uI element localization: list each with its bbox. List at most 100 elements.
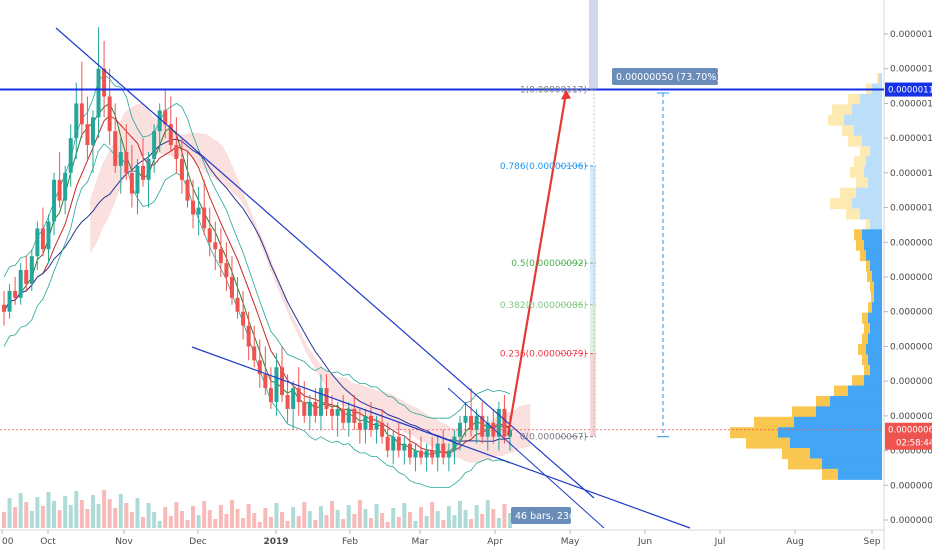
profile-sell-bar: [862, 312, 868, 324]
volume-bar: [457, 501, 462, 528]
volume-bar: [491, 509, 496, 528]
candle-body: [157, 110, 162, 132]
volume-bar: [485, 500, 490, 528]
profile-sell-bar: [858, 343, 866, 355]
profile-buy-bar: [868, 177, 882, 189]
profile-buy-bar: [822, 458, 882, 470]
candle-body: [224, 263, 229, 277]
profile-buy-bar: [864, 375, 882, 387]
profile-sell-bar: [854, 156, 866, 168]
volume-bar: [480, 514, 485, 528]
volume-bar: [241, 518, 246, 528]
time-axis-ticks: 00 Oct Nov Dec 2019 Feb Mar Apr May Jun Jul Aug Sep: [1, 530, 881, 547]
profile-buy-bar: [870, 146, 882, 158]
candle-body: [424, 450, 429, 458]
candle-body: [129, 172, 134, 194]
profile-buy-bar: [868, 312, 882, 324]
candle-body: [57, 179, 62, 201]
candle-body: [113, 131, 118, 166]
candle-body: [307, 401, 312, 416]
projection-arrow-line: [506, 92, 568, 436]
volume-bar: [35, 497, 40, 528]
profile-buy-bar: [866, 250, 882, 262]
profile-sell-bar: [754, 416, 794, 428]
volume-bar: [96, 504, 101, 528]
candle-body: [85, 124, 90, 146]
candle-body: [163, 110, 168, 125]
volume-bar: [352, 514, 357, 528]
bars-label-text: 46 bars, 23d: [515, 511, 575, 522]
candle-body: [285, 395, 290, 409]
volume-bar: [402, 503, 407, 528]
volume-bar: [307, 511, 312, 528]
volume-bar: [124, 503, 129, 528]
band-lower-line: [3, 143, 511, 489]
candle-body: [63, 172, 68, 201]
measure-label-text: 0.00000050 (73.70%) 50: [616, 72, 735, 83]
price-tick-label: 0.00000055: [890, 516, 932, 526]
volume-bar: [407, 512, 412, 528]
fib-zone-blue: [590, 165, 596, 305]
candle-body: [46, 221, 51, 250]
fib-level-label: 0.236(0.00000079): [500, 349, 587, 359]
candle-body: [402, 443, 407, 451]
profile-sell-bar: [864, 364, 870, 376]
candle-body: [246, 325, 251, 347]
profile-buy-bar: [852, 198, 882, 210]
profile-sell-bar: [848, 93, 860, 105]
candle-body: [96, 68, 101, 118]
profile-buy-bar: [879, 73, 882, 85]
candle-body: [40, 228, 45, 250]
time-tick-label: May: [561, 537, 580, 547]
profile-buy-bar: [838, 468, 882, 480]
candle-body: [52, 179, 57, 222]
profile-sell-bar: [792, 406, 816, 418]
volume-bar: [90, 495, 95, 528]
time-tick-label: Nov: [115, 537, 133, 547]
volume-bar: [385, 522, 390, 528]
profile-sell-bar: [834, 385, 848, 397]
profile-sell-bar: [866, 260, 870, 272]
volume-bar: [174, 502, 179, 528]
candle-body: [241, 311, 246, 326]
profile-sell-bar: [846, 208, 860, 220]
candle-body: [357, 422, 362, 430]
profile-buy-bar: [794, 416, 882, 428]
volume-bar: [13, 507, 18, 528]
volume-bar: [474, 505, 479, 528]
price-tick-label: 0.00000075: [890, 377, 932, 387]
volume-bar: [441, 520, 446, 528]
candle-body: [508, 429, 512, 437]
profile-sell-bar: [877, 73, 879, 85]
candle-body: [74, 103, 79, 139]
candle-body: [268, 388, 273, 402]
candle-body: [196, 207, 201, 215]
candle-body: [452, 436, 457, 451]
volume-bar: [324, 515, 329, 528]
candle-body: [463, 415, 468, 423]
candle-body: [419, 450, 424, 458]
volume-bar: [318, 506, 323, 528]
volume-bar: [196, 515, 201, 528]
volume-bar: [274, 503, 279, 528]
time-tick-label: 00: [2, 537, 14, 547]
volume-bar: [257, 522, 262, 528]
profile-buy-bar: [854, 125, 882, 137]
price-tick-label: 0.00000070: [890, 412, 932, 422]
volume-bar: [374, 504, 379, 528]
volume-bar: [7, 498, 12, 528]
volume-bar: [24, 502, 29, 528]
profile-sell-bar: [866, 218, 870, 230]
candle-body: [68, 138, 73, 173]
profile-sell-bar: [862, 354, 868, 366]
profile-sell-bar: [860, 146, 870, 158]
candle-body: [146, 158, 151, 180]
profile-sell-bar: [828, 114, 844, 126]
candlesticks: [2, 27, 512, 472]
volume-bar: [224, 514, 229, 528]
volume-bar: [85, 509, 90, 528]
volume-bar: [341, 519, 346, 528]
resistance-price-badge: [885, 82, 932, 97]
profile-sell-bar: [862, 333, 868, 345]
